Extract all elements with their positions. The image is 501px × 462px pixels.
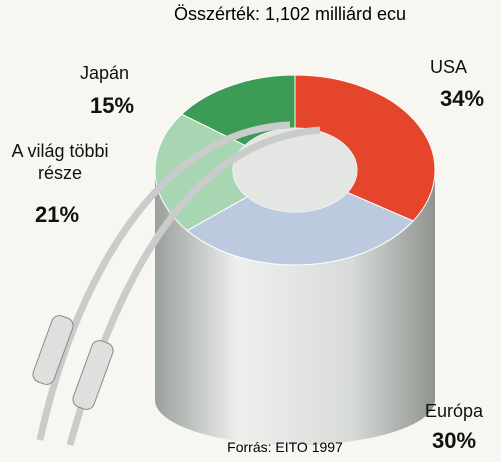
donut-hole [233,128,357,212]
value-label: 21% [35,202,79,228]
slice-label: Japán [80,62,129,84]
chart: Összérték: 1,102 milliárd ecu Forrás: EI… [0,0,501,462]
value-label: 30% [432,428,476,454]
slice-label: A világ többi része [0,140,120,184]
value-label: 34% [440,86,484,112]
plug [71,338,116,411]
source: Forrás: EITO 1997 [227,439,343,455]
value-label: 15% [90,93,134,119]
slice-label: Európa [425,400,483,422]
slice-label: USA [430,56,467,78]
chart-graphic: Összérték: 1,102 milliárd ecu Forrás: EI… [0,0,501,462]
chart-title: Összérték: 1,102 milliárd ecu [174,4,406,24]
